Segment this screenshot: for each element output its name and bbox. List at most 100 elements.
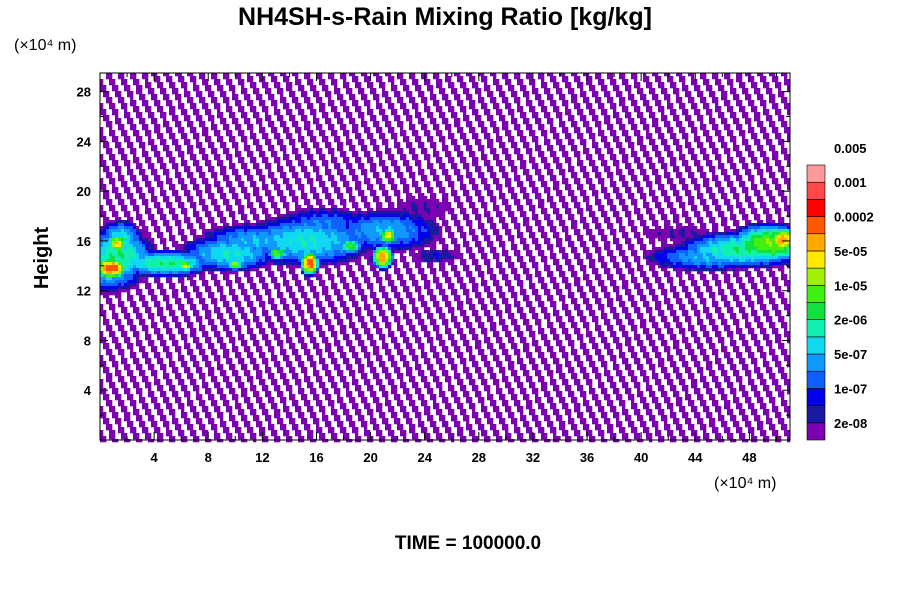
contour-cell bbox=[205, 79, 209, 83]
contour-cell bbox=[676, 169, 680, 173]
contour-cell bbox=[595, 124, 599, 128]
contour-cell bbox=[565, 181, 569, 185]
contour-cell bbox=[418, 190, 422, 194]
contour-cell bbox=[484, 76, 488, 80]
contour-cell bbox=[499, 187, 503, 191]
contour-cell bbox=[118, 196, 122, 200]
contour-cell bbox=[433, 127, 437, 131]
contour-cell bbox=[541, 175, 545, 179]
contour-cell bbox=[427, 106, 431, 110]
contour-cell bbox=[304, 127, 308, 131]
contour-cell bbox=[637, 133, 641, 137]
contour-cell bbox=[679, 175, 683, 179]
contour-cell bbox=[205, 106, 209, 110]
contour-cell bbox=[445, 127, 449, 131]
contour-cell bbox=[661, 118, 665, 122]
contour-cell bbox=[256, 121, 260, 125]
contour-cell bbox=[322, 85, 326, 89]
contour-cell bbox=[703, 184, 707, 188]
contour-cell bbox=[268, 91, 272, 95]
contour-cell bbox=[328, 202, 332, 206]
contour-cell bbox=[190, 181, 194, 185]
contour-cell bbox=[376, 196, 380, 200]
contour-cell bbox=[697, 166, 701, 170]
contour-cell bbox=[100, 178, 104, 182]
contour-cell bbox=[583, 145, 587, 149]
contour-cell bbox=[475, 157, 479, 161]
contour-cell bbox=[298, 163, 302, 167]
contour-cell bbox=[667, 76, 671, 80]
contour-cell bbox=[526, 127, 530, 131]
contour-cell bbox=[529, 175, 533, 179]
contour-cell bbox=[118, 151, 122, 155]
contour-cell bbox=[739, 109, 743, 113]
contour-cell bbox=[325, 187, 329, 191]
contour-cell bbox=[556, 106, 560, 110]
contour-cell bbox=[562, 196, 566, 200]
contour-cell bbox=[535, 190, 539, 194]
contour-cell bbox=[514, 100, 518, 104]
contour-cell bbox=[676, 121, 680, 125]
contour-cell bbox=[160, 193, 164, 197]
contour-cell bbox=[412, 73, 416, 77]
contour-cell bbox=[700, 124, 704, 128]
contour-cell bbox=[220, 112, 224, 116]
contour-cell bbox=[199, 91, 203, 95]
contour-cell bbox=[193, 109, 197, 113]
contour-cell bbox=[256, 169, 260, 173]
contour-cell bbox=[766, 157, 770, 161]
contour-cell bbox=[601, 79, 605, 83]
contour-cell bbox=[304, 142, 308, 146]
contour-cell bbox=[259, 175, 263, 179]
contour-cell bbox=[484, 109, 488, 113]
contour-cell bbox=[529, 130, 533, 134]
contour-cell bbox=[247, 154, 251, 158]
contour-cell bbox=[442, 115, 446, 119]
contour-cell bbox=[580, 190, 584, 194]
contour-cell bbox=[661, 193, 665, 197]
contour-cell bbox=[178, 76, 182, 80]
contour-cell bbox=[661, 88, 665, 92]
contour-cell bbox=[313, 190, 317, 194]
contour-cell bbox=[619, 145, 623, 149]
contour-cell bbox=[289, 133, 293, 137]
contour-cell bbox=[412, 82, 416, 86]
contour-cell bbox=[736, 103, 740, 107]
contour-cell bbox=[748, 172, 752, 176]
contour-cell bbox=[613, 154, 617, 158]
contour-cell bbox=[343, 202, 347, 206]
contour-cell bbox=[385, 190, 389, 194]
contour-cell bbox=[292, 166, 296, 170]
contour-cell bbox=[232, 163, 236, 167]
contour-cell bbox=[769, 196, 773, 200]
contour-cell bbox=[283, 103, 287, 107]
contour-cell bbox=[406, 199, 410, 203]
contour-cell bbox=[385, 139, 389, 143]
contour-cell bbox=[787, 154, 791, 158]
contour-cell bbox=[301, 190, 305, 194]
contour-cell bbox=[436, 82, 440, 86]
contour-cell bbox=[169, 79, 173, 83]
contour-cell bbox=[385, 124, 389, 128]
contour-cell bbox=[271, 76, 275, 80]
contour-cell bbox=[484, 181, 488, 185]
contour-cell bbox=[757, 91, 761, 95]
contour-cell bbox=[154, 169, 158, 173]
contour-cell bbox=[256, 148, 260, 152]
contour-cell bbox=[145, 85, 149, 89]
contour-cell bbox=[712, 151, 716, 155]
contour-cell bbox=[589, 160, 593, 164]
contour-cell bbox=[241, 136, 245, 140]
contour-cell bbox=[157, 175, 161, 179]
contour-cell bbox=[775, 103, 779, 107]
contour-cell bbox=[400, 157, 404, 161]
contour-cell bbox=[442, 121, 446, 125]
contour-cell bbox=[274, 76, 278, 80]
contour-cell bbox=[385, 73, 389, 77]
contour-cell bbox=[253, 109, 257, 113]
contour-cell bbox=[691, 148, 695, 152]
contour-cell bbox=[154, 97, 158, 101]
contour-cell bbox=[739, 175, 743, 179]
contour-cell bbox=[277, 142, 281, 146]
contour-cell bbox=[427, 133, 431, 137]
